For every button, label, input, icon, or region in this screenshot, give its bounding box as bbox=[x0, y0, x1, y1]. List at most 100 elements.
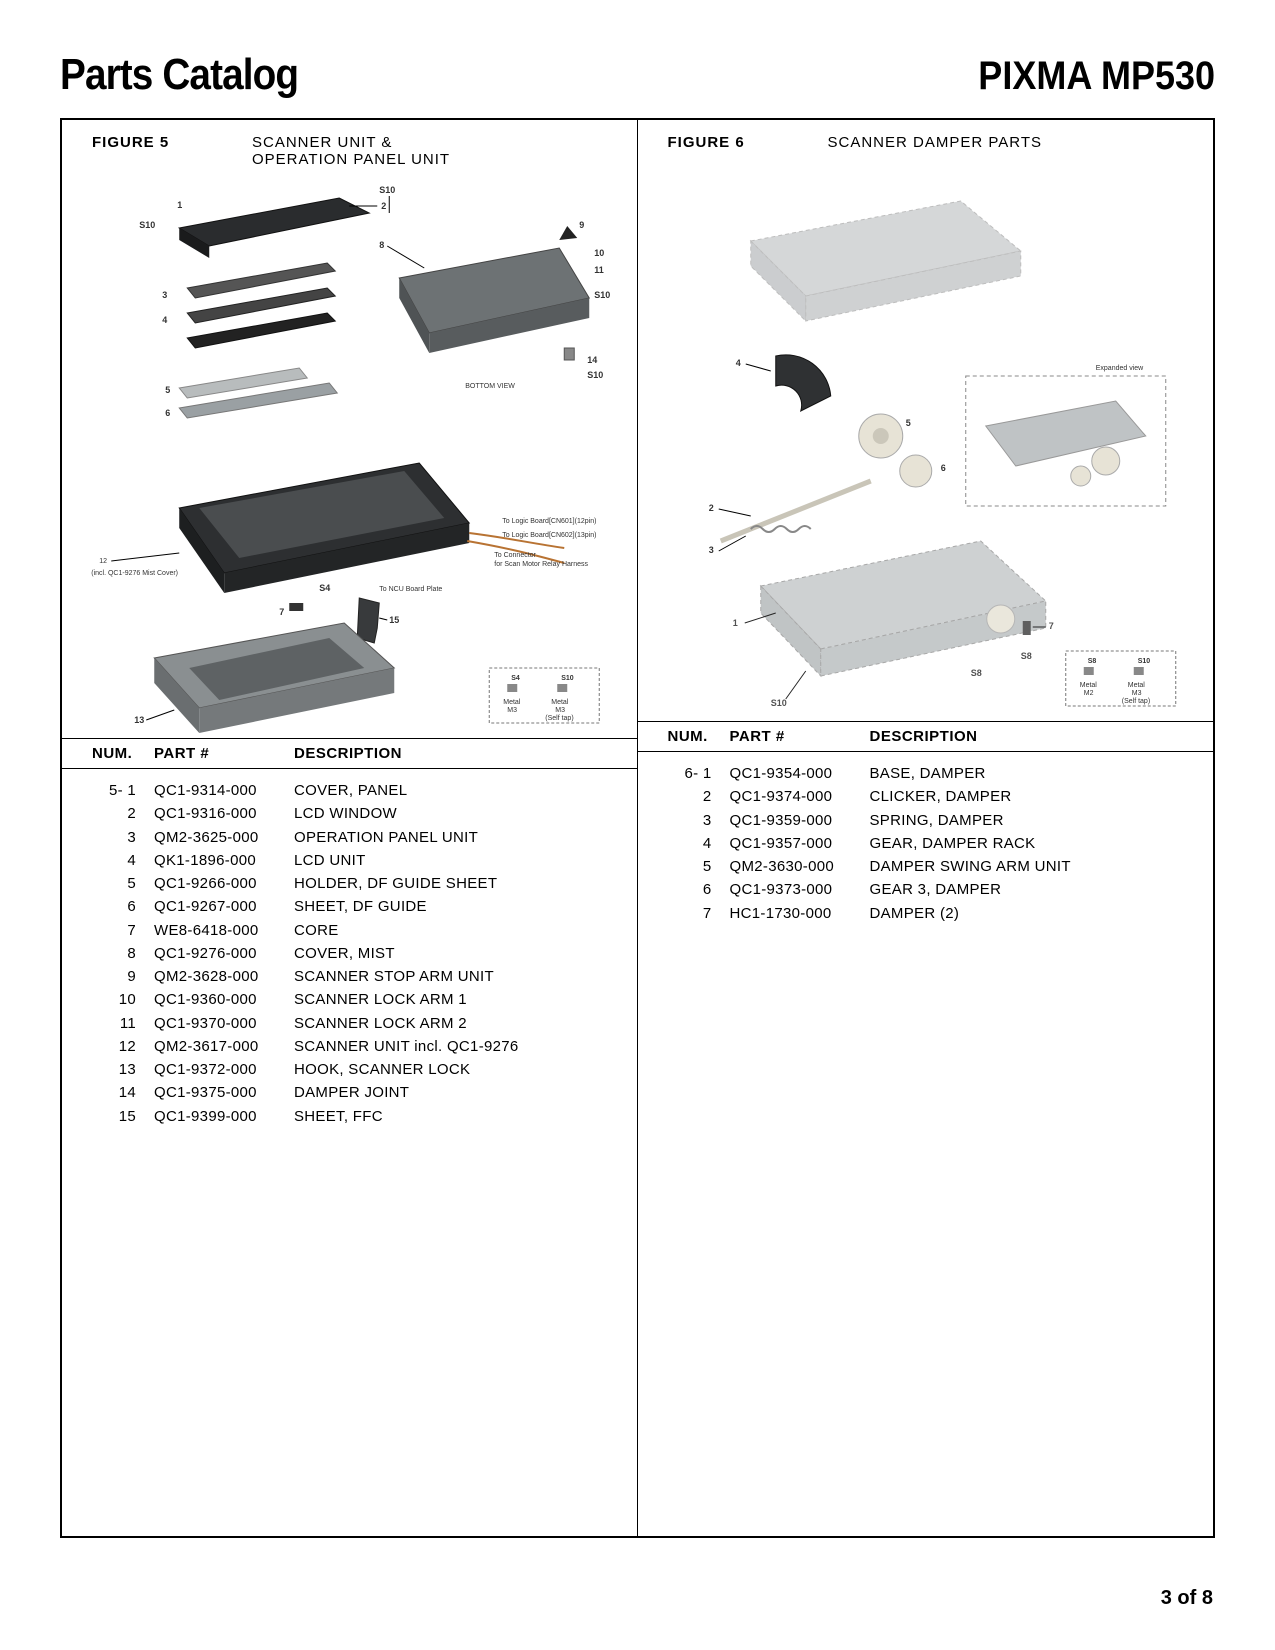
col-header-num: NUM. bbox=[668, 728, 730, 745]
svg-text:15: 15 bbox=[389, 615, 399, 625]
cell-desc: CLICKER, DAMPER bbox=[870, 785, 1012, 808]
cell-part: QC1-9375-000 bbox=[154, 1081, 294, 1104]
svg-text:S10: S10 bbox=[139, 220, 155, 230]
table-row: 3QC1-9359-000SPRING, DAMPER bbox=[668, 809, 1214, 832]
svg-text:14: 14 bbox=[587, 355, 597, 365]
svg-text:7: 7 bbox=[279, 607, 284, 617]
svg-text:M3: M3 bbox=[507, 707, 517, 714]
svg-text:10: 10 bbox=[594, 248, 604, 258]
table-row: 9QM2-3628-000SCANNER STOP ARM UNIT bbox=[92, 965, 637, 988]
col-header-desc: DESCRIPTION bbox=[294, 745, 402, 762]
svg-text:To NCU Board Plate: To NCU Board Plate bbox=[379, 586, 442, 593]
svg-text:6: 6 bbox=[165, 408, 170, 418]
table-row: 12QM2-3617-000SCANNER UNIT incl. QC1-927… bbox=[92, 1035, 637, 1058]
cell-num: 3 bbox=[668, 809, 730, 832]
cell-num: 9 bbox=[92, 965, 154, 988]
svg-text:7: 7 bbox=[1048, 621, 1053, 631]
cell-num: 4 bbox=[92, 849, 154, 872]
figure-6-table-header: NUM. PART # DESCRIPTION bbox=[638, 721, 1214, 752]
svg-text:for Scan Motor Relay Harness: for Scan Motor Relay Harness bbox=[494, 561, 588, 568]
cell-desc: COVER, PANEL bbox=[294, 779, 407, 802]
svg-text:S8: S8 bbox=[1087, 658, 1096, 665]
svg-text:M3: M3 bbox=[1131, 690, 1141, 697]
figure-5-diagram: S10 1 2 3 4 5 6 bbox=[74, 178, 625, 738]
cell-part: HC1-1730-000 bbox=[730, 902, 870, 925]
col-header-part: PART # bbox=[730, 728, 870, 745]
cell-part: QC1-9359-000 bbox=[730, 809, 870, 832]
cell-num: 5- 1 bbox=[92, 779, 154, 802]
cell-desc: SCANNER LOCK ARM 1 bbox=[294, 988, 467, 1011]
col-header-part: PART # bbox=[154, 745, 294, 762]
header-title-right: PIXMA MP530 bbox=[978, 54, 1215, 99]
svg-text:3: 3 bbox=[162, 290, 167, 300]
svg-text:To Logic Board[CN601](12pin): To Logic Board[CN601](12pin) bbox=[502, 518, 596, 525]
figure-6-header: FIGURE 6 SCANNER DAMPER PARTS bbox=[638, 120, 1214, 161]
figure-5-label: FIGURE 5 bbox=[92, 134, 252, 168]
svg-text:2: 2 bbox=[708, 503, 713, 513]
cell-desc: SCANNER UNIT incl. QC1-9276 bbox=[294, 1035, 519, 1058]
table-row: 8QC1-9276-000COVER, MIST bbox=[92, 942, 637, 965]
cell-desc: DAMPER JOINT bbox=[294, 1081, 409, 1104]
table-row: 7HC1-1730-000DAMPER (2) bbox=[668, 902, 1214, 925]
cell-num: 6 bbox=[92, 895, 154, 918]
table-row: 11QC1-9370-000SCANNER LOCK ARM 2 bbox=[92, 1012, 637, 1035]
cell-part: QC1-9399-000 bbox=[154, 1105, 294, 1128]
svg-text:S10: S10 bbox=[587, 370, 603, 380]
svg-text:8: 8 bbox=[379, 240, 384, 250]
table-row: 4QC1-9357-000GEAR, DAMPER RACK bbox=[668, 832, 1214, 855]
svg-text:(Self tap): (Self tap) bbox=[1121, 698, 1149, 705]
cell-desc: SCANNER STOP ARM UNIT bbox=[294, 965, 494, 988]
cell-num: 13 bbox=[92, 1058, 154, 1081]
svg-text:M2: M2 bbox=[1083, 690, 1093, 697]
svg-text:S4: S4 bbox=[511, 675, 520, 682]
svg-text:M3: M3 bbox=[555, 707, 565, 714]
svg-text:S10: S10 bbox=[770, 698, 786, 708]
figure-6-diagram: 4 5 6 Expanded view bbox=[650, 161, 1202, 721]
table-row: 15QC1-9399-000SHEET, FFC bbox=[92, 1105, 637, 1128]
svg-text:9: 9 bbox=[579, 220, 584, 230]
svg-text:5: 5 bbox=[165, 385, 170, 395]
table-row: 5QM2-3630-000DAMPER SWING ARM UNIT bbox=[668, 855, 1214, 878]
cell-part: QC1-9370-000 bbox=[154, 1012, 294, 1035]
svg-text:5: 5 bbox=[905, 418, 910, 428]
table-row: 13QC1-9372-000HOOK, SCANNER LOCK bbox=[92, 1058, 637, 1081]
cell-part: QC1-9316-000 bbox=[154, 802, 294, 825]
cell-desc: LCD WINDOW bbox=[294, 802, 397, 825]
cell-desc: SCANNER LOCK ARM 2 bbox=[294, 1012, 467, 1035]
cell-num: 10 bbox=[92, 988, 154, 1011]
svg-text:To Logic Board[CN602](13pin): To Logic Board[CN602](13pin) bbox=[502, 532, 596, 539]
cell-desc: OPERATION PANEL UNIT bbox=[294, 826, 478, 849]
cell-desc: HOOK, SCANNER LOCK bbox=[294, 1058, 470, 1081]
cell-part: QC1-9354-000 bbox=[730, 762, 870, 785]
cell-num: 5 bbox=[92, 872, 154, 895]
cell-num: 6 bbox=[668, 878, 730, 901]
table-row: 10QC1-9360-000SCANNER LOCK ARM 1 bbox=[92, 988, 637, 1011]
cell-part: QC1-9276-000 bbox=[154, 942, 294, 965]
cell-part: QC1-9357-000 bbox=[730, 832, 870, 855]
cell-desc: SHEET, DF GUIDE bbox=[294, 895, 427, 918]
svg-text:6: 6 bbox=[940, 463, 945, 473]
cell-num: 2 bbox=[92, 802, 154, 825]
cell-num: 12 bbox=[92, 1035, 154, 1058]
cell-desc: COVER, MIST bbox=[294, 942, 395, 965]
figure-5-column: FIGURE 5 SCANNER UNIT & OPERATION PANEL … bbox=[62, 120, 638, 1536]
cell-desc: GEAR 3, DAMPER bbox=[870, 878, 1002, 901]
cell-part: QC1-9266-000 bbox=[154, 872, 294, 895]
cell-part: QM2-3625-000 bbox=[154, 826, 294, 849]
svg-text:Expanded view: Expanded view bbox=[1095, 365, 1143, 372]
figure-6-table-body: 6- 1QC1-9354-000BASE, DAMPER2QC1-9374-00… bbox=[638, 752, 1214, 935]
cell-part: QC1-9267-000 bbox=[154, 895, 294, 918]
cell-desc: DAMPER (2) bbox=[870, 902, 960, 925]
table-row: 7WE8-6418-000CORE bbox=[92, 919, 637, 942]
svg-text:2: 2 bbox=[381, 201, 386, 211]
col-header-desc: DESCRIPTION bbox=[870, 728, 978, 745]
cell-part: QC1-9374-000 bbox=[730, 785, 870, 808]
cell-num: 5 bbox=[668, 855, 730, 878]
svg-text:To Connector: To Connector bbox=[494, 552, 536, 559]
cell-part: QC1-9360-000 bbox=[154, 988, 294, 1011]
table-row: 5QC1-9266-000HOLDER, DF GUIDE SHEET bbox=[92, 872, 637, 895]
table-row: 2QC1-9374-000CLICKER, DAMPER bbox=[668, 785, 1214, 808]
svg-text:4: 4 bbox=[735, 358, 740, 368]
cell-num: 14 bbox=[92, 1081, 154, 1104]
figure-5-svg: S10 1 2 3 4 5 6 bbox=[74, 178, 625, 738]
